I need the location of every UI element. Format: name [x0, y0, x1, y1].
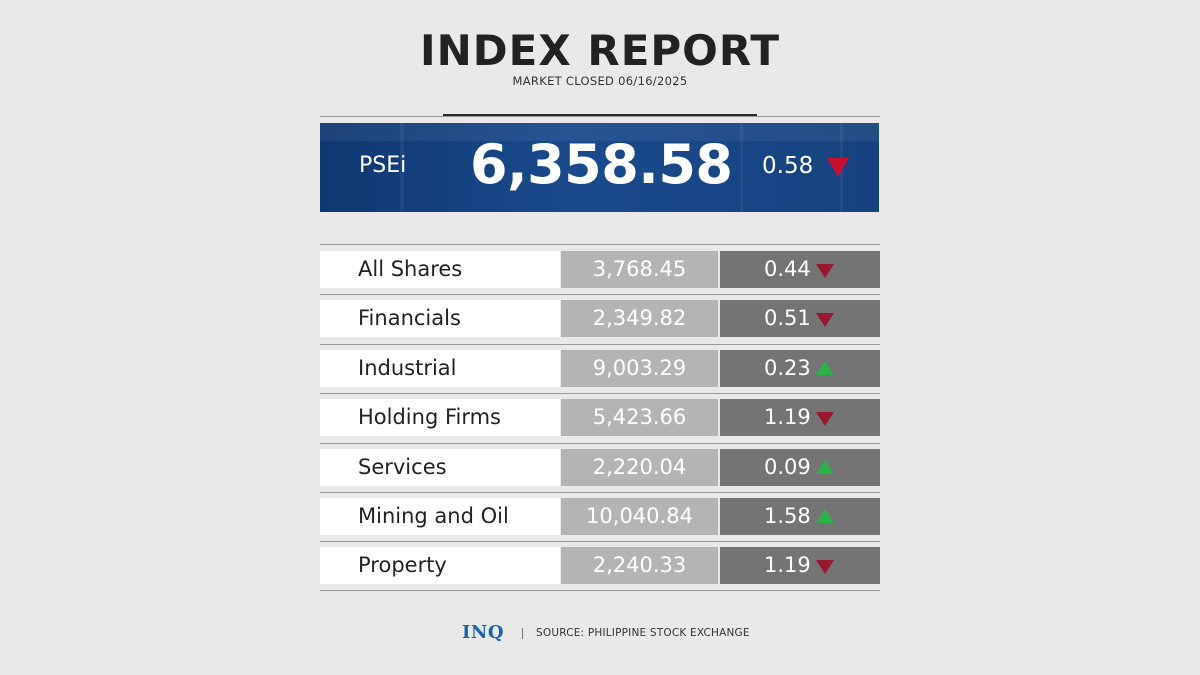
row-divider [320, 344, 880, 345]
index-change-cell: 0.09 [720, 449, 880, 486]
inq-logo: INQ [462, 622, 505, 643]
index-change: 0.23 [764, 356, 811, 380]
row-divider [320, 541, 880, 542]
index-change-cell: 1.19 [720, 547, 880, 584]
down-arrow-icon [816, 560, 834, 574]
table-bottom-rule [320, 590, 880, 591]
index-row: Mining and Oil 10,040.84 1.58 [320, 498, 880, 535]
index-change: 1.19 [764, 405, 811, 429]
index-row: Industrial 9,003.29 0.23 [320, 350, 880, 387]
index-row: Property 2,240.33 1.19 [320, 547, 880, 584]
up-arrow-icon [816, 361, 834, 375]
hero-top-rule [320, 116, 880, 117]
psei-value: 6,358.58 [470, 133, 733, 196]
index-row: Holding Firms 5,423.66 1.19 [320, 399, 880, 436]
index-change-cell: 0.23 [720, 350, 880, 387]
index-change-cell: 1.58 [720, 498, 880, 535]
down-arrow-icon [816, 264, 834, 278]
source-note: SOURCE: PHILIPPINE STOCK EXCHANGE [536, 627, 750, 639]
index-row: Services 2,220.04 0.09 [320, 449, 880, 486]
down-arrow-icon [827, 158, 849, 177]
index-row: All Shares 3,768.45 0.44 [320, 251, 880, 288]
index-change: 1.58 [764, 504, 811, 528]
index-value: 2,240.33 [561, 547, 718, 584]
index-name: Industrial [320, 350, 560, 387]
banner-texture [400, 123, 404, 212]
index-change: 0.44 [764, 257, 811, 281]
index-name: Holding Firms [320, 399, 560, 436]
footer-divider [522, 628, 523, 639]
index-change: 0.51 [764, 306, 811, 330]
index-name: Mining and Oil [320, 498, 560, 535]
index-change: 1.19 [764, 553, 811, 577]
row-divider [320, 294, 880, 295]
index-change-cell: 1.19 [720, 399, 880, 436]
psei-banner: PSEi 6,358.58 0.58 [320, 123, 879, 212]
psei-change: 0.58 [762, 153, 814, 179]
banner-texture [740, 123, 743, 212]
index-value: 2,220.04 [561, 449, 718, 486]
market-status: MARKET CLOSED 06/16/2025 [512, 74, 688, 88]
index-value: 2,349.82 [561, 300, 718, 337]
index-value: 3,768.45 [561, 251, 718, 288]
index-change: 0.09 [764, 455, 811, 479]
down-arrow-icon [816, 412, 834, 426]
index-name: Property [320, 547, 560, 584]
index-change-cell: 0.51 [720, 300, 880, 337]
row-divider [320, 492, 880, 493]
index-name: Financials [320, 300, 560, 337]
index-row: Financials 2,349.82 0.51 [320, 300, 880, 337]
index-change-cell: 0.44 [720, 251, 880, 288]
banner-texture [320, 123, 879, 141]
table-top-rule [320, 244, 880, 245]
index-name: Services [320, 449, 560, 486]
row-divider [320, 443, 880, 444]
psei-label: PSEi [359, 153, 407, 178]
up-arrow-icon [816, 460, 834, 474]
page-title: INDEX REPORT [420, 26, 780, 75]
index-value: 10,040.84 [561, 498, 718, 535]
row-divider [320, 393, 880, 394]
index-value: 9,003.29 [561, 350, 718, 387]
index-value: 5,423.66 [561, 399, 718, 436]
down-arrow-icon [816, 313, 834, 327]
title-divider [443, 114, 757, 117]
up-arrow-icon [816, 509, 834, 523]
index-name: All Shares [320, 251, 560, 288]
